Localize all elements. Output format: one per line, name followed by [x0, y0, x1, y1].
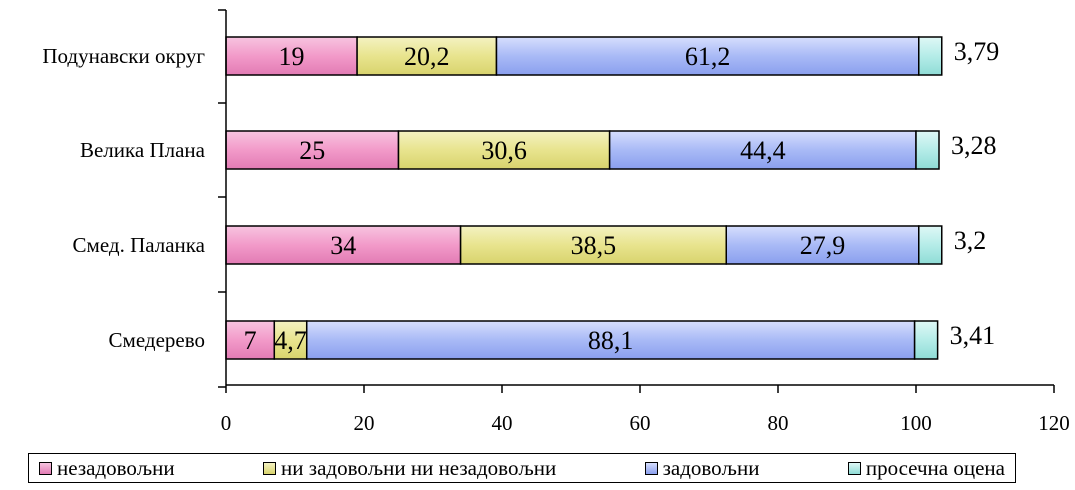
- legend-label: задовољни: [662, 455, 760, 480]
- x-tick-label: 100: [900, 411, 932, 435]
- legend: незадовољни ни задовољни ни незадовољни за…: [28, 453, 1016, 483]
- x-tick-label: 80: [768, 411, 789, 435]
- category-label: Велика Плана: [80, 138, 206, 162]
- axes-layer: Подунавски округ Велика Плана Смед. Паланк…: [42, 9, 1070, 435]
- legend-swatch: [847, 461, 861, 475]
- data-label: 88,1: [588, 326, 634, 355]
- bar-segment-ни-задовољни-ни-незадовољни-2: [459, 225, 727, 265]
- category-label: Смедерево: [109, 328, 205, 352]
- bar-segment-average-0: [918, 36, 943, 76]
- x-tick-label: 40: [492, 411, 513, 435]
- average-label: 3,28: [951, 131, 997, 160]
- data-label: 4,7: [274, 326, 307, 355]
- bar-segment-average-1: [915, 130, 940, 170]
- legend-item: ни задовољни ни незадовољни: [263, 456, 556, 481]
- x-tick-label: 120: [1038, 411, 1070, 435]
- average-label: 3,79: [954, 37, 1000, 66]
- data-label: 25: [299, 136, 325, 165]
- data-label: 44,4: [740, 136, 786, 165]
- category-label: Подунавски округ: [42, 44, 205, 68]
- bar-segment-average-3: [913, 320, 939, 360]
- data-label: 34: [330, 231, 356, 260]
- x-tick-label: 0: [221, 411, 232, 435]
- data-label: 19: [279, 42, 305, 71]
- data-label: 30,6: [481, 136, 527, 165]
- data-label: 61,2: [685, 42, 731, 71]
- average-label: 3,41: [950, 321, 996, 350]
- legend-swatch: [263, 461, 277, 475]
- legend-label: ни задовољни ни незадовољни: [281, 455, 557, 480]
- data-label: 38,5: [571, 231, 617, 260]
- x-tick-label: 20: [354, 411, 375, 435]
- legend-item: задовољни: [644, 455, 760, 481]
- bar-segment-незадовољни-2: [225, 225, 462, 265]
- bar-segment-задовољни-3: [305, 320, 916, 360]
- category-label: Смед. Паланка: [73, 233, 206, 257]
- data-label: 20,2: [404, 42, 450, 71]
- bar-segment-задовољни-2: [725, 225, 920, 265]
- legend-label: просечна оцена: [865, 455, 1005, 480]
- legend-label: незадовољни: [57, 455, 175, 480]
- bar-segment-average-2: [918, 225, 943, 265]
- x-tick-label: 60: [630, 411, 651, 435]
- bar-segment-задовољни-1: [608, 130, 917, 170]
- bar-segment-задовољни-0: [495, 36, 920, 76]
- legend-swatch: [644, 461, 658, 475]
- legend-swatch: [39, 461, 52, 475]
- legend-item: просечна оцена: [847, 455, 1005, 481]
- data-label: 7: [244, 326, 257, 355]
- bar-segment-ни-задовољни-ни-незадовољни-0: [356, 36, 498, 76]
- data-label: 27,9: [800, 231, 846, 260]
- legend-item: незадовољни: [39, 456, 175, 481]
- bar-segment-ни-задовољни-ни-незадовољни-1: [397, 130, 611, 170]
- bars-layer: 19 20,2 61,2 3,79 25 30,6 44,4 3,28 34 38,5 27,9 3,…: [225, 36, 1000, 360]
- average-label: 3,2: [954, 226, 987, 255]
